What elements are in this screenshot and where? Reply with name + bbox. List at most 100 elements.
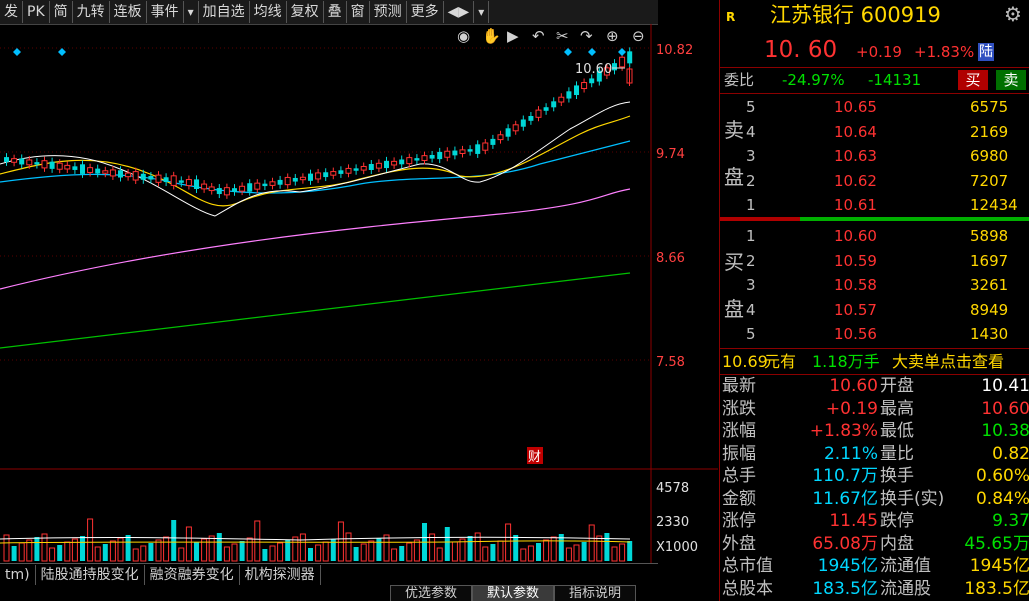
stock-header: R 江苏银行 600919 ⚙ <box>720 0 1029 34</box>
quote-value: 0.84% <box>975 488 1029 509</box>
buy-order-level: 4 <box>746 300 756 319</box>
candle-body <box>475 144 481 154</box>
volume-bar <box>399 546 405 561</box>
zoom-in-icon[interactable]: ⊕ <box>606 27 619 45</box>
volume-bar <box>201 538 208 562</box>
undo-icon[interactable]: ↶ <box>532 27 545 45</box>
toolbar-item-10[interactable]: 叠 <box>324 1 347 23</box>
quote-label: 流通值 <box>880 556 931 576</box>
sell-button[interactable]: 卖 <box>996 70 1026 90</box>
volume-bar <box>49 547 56 562</box>
buy-order-row[interactable]: 2 10.59 1697 <box>720 249 1029 273</box>
buy-order-volume: 1430 <box>970 325 1009 343</box>
volume-bar <box>550 536 557 562</box>
candle-body <box>330 171 337 176</box>
notice-text-2[interactable]: 大卖单点击查看 <box>892 352 1005 371</box>
toolbar-item-5[interactable]: 事件 <box>147 1 184 23</box>
volume-bar <box>34 537 40 561</box>
volume-ma5-line <box>0 536 631 541</box>
quote-value: 1945亿 <box>969 556 1029 576</box>
redo-icon[interactable]: ↷ <box>580 27 593 45</box>
toolbar-item-8[interactable]: 均线 <box>250 1 287 23</box>
candle-body <box>437 151 443 160</box>
kline-chart-area[interactable]: 10.82 9.74 8.66 7.58 4578 2330 X1000 ◉ ✋ ▶ ↶ ✂ ↷ ⊕ ⊖ … <box>0 24 718 584</box>
candle-body <box>4 157 9 162</box>
price-axis-label: 7.58 <box>656 355 685 370</box>
toolbar-item-3[interactable]: 九转 <box>73 1 110 23</box>
param-tab-2[interactable]: 指标说明 <box>554 585 637 601</box>
quote-row: 总股本 183.5亿 流通股 183.5亿 <box>720 578 1029 600</box>
quote-value: 10.41 <box>981 376 1029 396</box>
volume-bar <box>490 544 496 561</box>
toolbar-item-1[interactable]: PK <box>23 1 50 23</box>
indicator-tab-3[interactable]: 机构探测器 <box>240 565 321 585</box>
candle-body <box>80 164 85 174</box>
toolbar-item-9[interactable]: 复权 <box>287 1 324 23</box>
event-marker: 财 <box>528 450 541 465</box>
indicator-tab-1[interactable]: 陆股通持股变化 <box>36 565 145 585</box>
toolbar-item-12[interactable]: 预测 <box>370 1 407 23</box>
candle-body <box>87 167 94 173</box>
sell-strength-bar <box>720 217 800 221</box>
quote-label: 最高 <box>880 398 914 419</box>
candle-body <box>308 173 313 181</box>
quote-value: 2.11% <box>823 443 878 464</box>
candle-body <box>185 179 192 187</box>
gear-icon[interactable]: ⚙ <box>1004 2 1022 26</box>
quote-label: 最新 <box>722 376 756 396</box>
param-tab-1[interactable]: 默认参数 <box>472 585 555 601</box>
candle-body <box>558 96 565 103</box>
sell-order-row[interactable]: 2 10.62 7207 <box>720 169 1029 193</box>
sell-order-row[interactable]: 3 10.63 6980 <box>720 144 1029 168</box>
price-axis-label: 9.74 <box>656 147 685 162</box>
volume-bar <box>87 518 94 562</box>
buy-order-row[interactable]: 1 10.60 5898 <box>720 224 1029 248</box>
volume-bar <box>64 541 71 562</box>
toolbar-item-14[interactable]: ◀▶ <box>444 1 475 23</box>
hand-icon[interactable]: ✋ <box>482 27 501 45</box>
sell-order-row[interactable]: 5 10.65 6575 <box>720 95 1029 119</box>
buy-strength-bar <box>800 217 1029 221</box>
volume-bar <box>588 524 595 562</box>
big-order-notice[interactable]: 10.69 元有 1.18万手 大卖单点击查看 <box>720 350 1029 374</box>
quote-label: 最低 <box>880 421 914 441</box>
toolbar-item-11[interactable]: 窗 <box>347 1 370 23</box>
weibi-label: 委比 <box>724 71 755 89</box>
buy-order-row[interactable]: 3 10.58 3261 <box>720 273 1029 297</box>
param-tab-0[interactable]: 优选参数 <box>390 585 473 601</box>
volume-bar <box>406 542 413 562</box>
zoom-out-icon[interactable]: ⊖ <box>632 27 645 45</box>
indicator-tab-0[interactable]: tm) <box>0 565 36 585</box>
play-icon[interactable]: ▶ <box>507 27 519 45</box>
sell-order-row[interactable]: 1 10.61 12434 <box>720 193 1029 217</box>
toolbar-item-2[interactable]: 简 <box>50 1 73 23</box>
event-marker-box <box>527 447 543 464</box>
quote-row: 金额 11.67亿 换手(实) 0.84% <box>720 488 1029 510</box>
candle-body <box>315 172 322 180</box>
buy-order-volume: 8949 <box>970 300 1009 319</box>
ma120-line <box>0 272 631 349</box>
toolbar-item-4[interactable]: 连板 <box>110 1 147 23</box>
sell-order-row[interactable]: 4 10.64 2169 <box>720 120 1029 144</box>
toolbar-item-6[interactable]: ▾ <box>184 1 199 23</box>
toolbar-item-7[interactable]: 加自选 <box>199 1 250 23</box>
cut-icon[interactable]: ✂ <box>556 27 569 45</box>
toolbar-item-15[interactable]: ▾ <box>474 1 490 23</box>
sell-order-price: 10.62 <box>834 171 877 190</box>
buy-order-row[interactable]: 4 10.57 8949 <box>720 298 1029 322</box>
buy-order-row[interactable]: 5 10.56 1430 <box>720 322 1029 346</box>
candle-body <box>64 164 71 170</box>
quote-value: 110.7万 <box>812 466 878 486</box>
volume-bar <box>216 533 222 561</box>
candle-body <box>109 169 116 177</box>
volume-bar <box>436 547 443 562</box>
toolbar-item-0[interactable]: 发 <box>0 1 23 23</box>
volume-bar <box>330 539 336 561</box>
toolbar-item-13[interactable]: 更多 <box>407 1 444 23</box>
indicator-tab-2[interactable]: 融资融券变化 <box>145 565 240 585</box>
volume-bar <box>80 536 85 561</box>
quote-label: 跌停 <box>880 511 914 531</box>
buy-button[interactable]: 买 <box>958 70 988 90</box>
eye-icon[interactable]: ◉ <box>457 27 470 45</box>
